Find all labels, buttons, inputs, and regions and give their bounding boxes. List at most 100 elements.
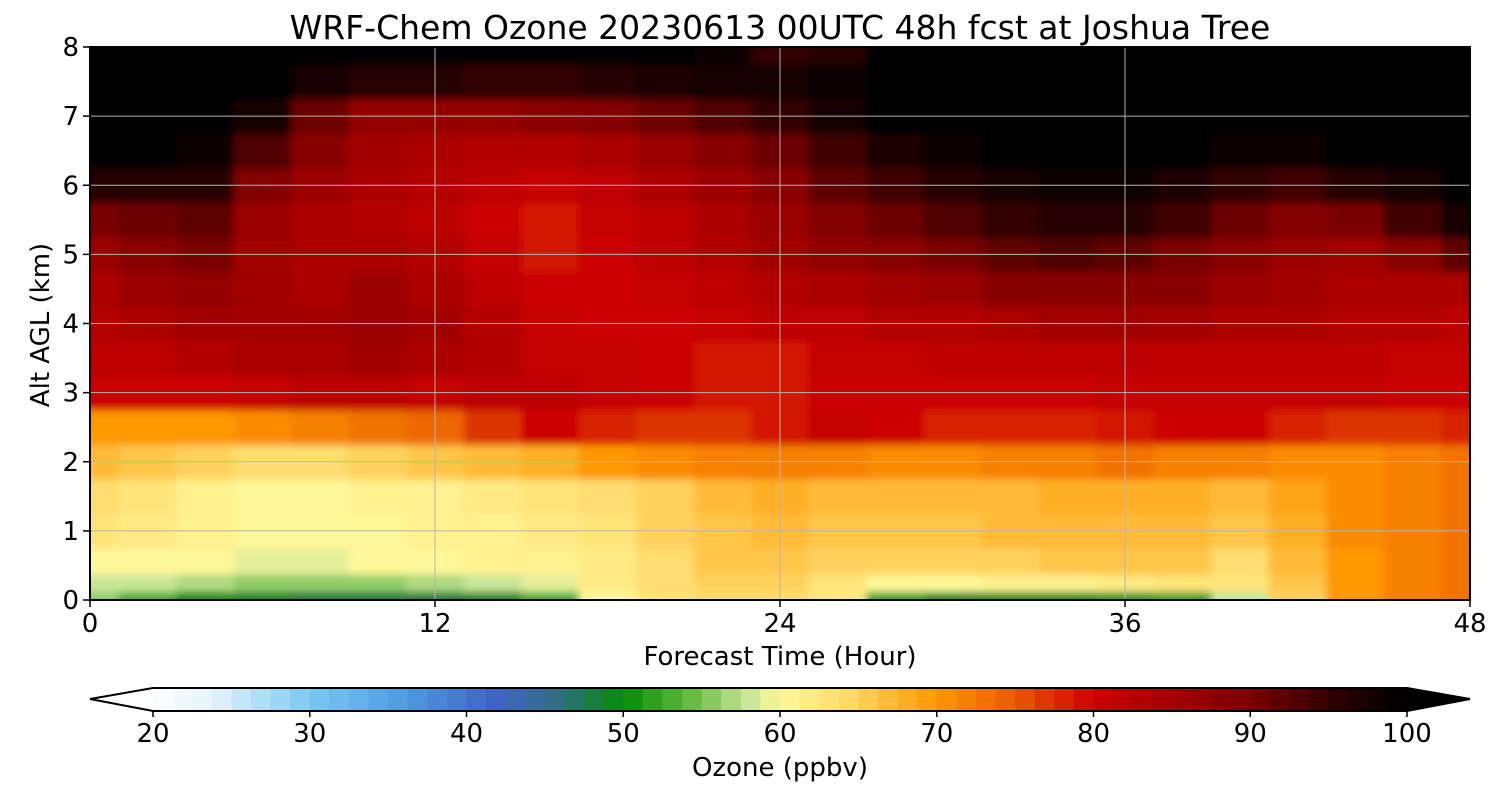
heatmap-cell xyxy=(291,202,350,238)
heatmap-cell xyxy=(233,202,292,238)
heatmap-cell xyxy=(90,479,120,515)
heatmap-cell xyxy=(866,202,925,238)
colorbar-tick-label: 30 xyxy=(293,719,326,749)
heatmap-cell xyxy=(808,271,867,307)
heatmap-cell xyxy=(463,409,522,446)
y-axis-ticks: 0 1 2 3 4 5 6 7 8 xyxy=(62,33,90,616)
colorbar-segment xyxy=(1328,688,1349,711)
heatmap-cell xyxy=(1383,64,1442,100)
heatmap-cell xyxy=(463,574,522,592)
heatmap-cell xyxy=(90,340,120,376)
heatmap-cell xyxy=(1268,409,1327,446)
heatmap-cell xyxy=(176,409,235,446)
heatmap-cell xyxy=(636,271,695,307)
heatmap-cell xyxy=(233,479,292,515)
heatmap-cell xyxy=(578,591,637,600)
heatmap-cell xyxy=(1441,47,1470,65)
colorbar-low-extension xyxy=(90,688,153,711)
colorbar-segment xyxy=(897,688,918,711)
heatmap-cell xyxy=(1441,133,1470,169)
heatmap-cell xyxy=(866,591,925,600)
heatmap-cell xyxy=(1268,202,1327,238)
colorbar-segment xyxy=(348,688,370,711)
heatmap-cell xyxy=(521,133,580,169)
heatmap-cell xyxy=(1153,202,1212,238)
heatmap-cell xyxy=(693,479,752,515)
heatmap-cell xyxy=(521,574,580,592)
heatmap-cell xyxy=(866,574,925,592)
heatmap-cell xyxy=(1268,340,1327,376)
heatmap-cell xyxy=(463,133,522,169)
colorbar-high-extension xyxy=(1407,688,1470,711)
heatmap-cell xyxy=(578,409,637,446)
heatmap-cell xyxy=(693,202,752,238)
heatmap-cell xyxy=(693,409,752,446)
colorbar-segment xyxy=(564,688,585,711)
colorbar-segment xyxy=(819,688,840,711)
heatmap-cell xyxy=(176,591,235,600)
y-tick-label: 5 xyxy=(62,240,79,270)
heatmap-cell xyxy=(233,271,292,307)
colorbar-segments xyxy=(153,688,1408,711)
colorbar-segment xyxy=(995,688,1016,711)
colorbar-segment xyxy=(250,688,272,711)
colorbar-segment xyxy=(799,688,820,711)
heatmap-cell xyxy=(981,591,1040,600)
heatmap-cell xyxy=(693,574,752,592)
colorbar-segment xyxy=(446,688,467,711)
heatmap-cell xyxy=(118,47,177,65)
heatmap-cell xyxy=(1153,340,1212,376)
heatmap-cell xyxy=(1038,479,1097,515)
heatmap-cell xyxy=(1268,271,1327,307)
heatmap-cell xyxy=(1441,340,1470,376)
grid-lines xyxy=(90,47,1470,600)
heatmap-cell xyxy=(578,271,637,307)
heatmap-cell xyxy=(521,340,580,376)
heatmap-cell xyxy=(1326,591,1385,600)
heatmap-cell xyxy=(521,64,580,100)
heatmap-cell xyxy=(1153,591,1212,600)
colorbar-segment xyxy=(642,688,663,711)
colorbar-segment xyxy=(1132,688,1153,711)
colorbar-segment xyxy=(1387,688,1408,711)
heatmap-cell xyxy=(693,64,752,100)
colorbar-segment xyxy=(1034,688,1055,711)
heatmap-cell xyxy=(1326,548,1385,575)
heatmap-cell xyxy=(1326,64,1385,100)
heatmap-cell xyxy=(348,202,407,238)
heatmap-cell xyxy=(923,340,982,376)
colorbar-segment xyxy=(388,688,409,711)
heatmap-cell xyxy=(118,202,177,238)
heatmap-cell xyxy=(1153,271,1212,307)
heatmap-cell xyxy=(1268,64,1327,100)
heatmap-cell xyxy=(1383,574,1442,592)
heatmap-cell xyxy=(1441,271,1470,307)
heatmap-cell xyxy=(463,340,522,376)
heatmap-cell xyxy=(463,47,522,65)
heatmap-cell xyxy=(636,47,695,65)
heatmap-cell xyxy=(463,479,522,515)
x-tick-label: 36 xyxy=(1108,609,1141,639)
colorbar-segment xyxy=(603,688,624,711)
chart-title: WRF-Chem Ozone 20230613 00UTC 48h fcst a… xyxy=(290,8,1271,47)
y-tick-label: 2 xyxy=(62,448,79,478)
heatmap-cell xyxy=(348,47,407,65)
colorbar-segment xyxy=(701,688,722,711)
colorbar-segment xyxy=(153,688,174,711)
colorbar-segment xyxy=(1152,688,1173,711)
heatmap-cell xyxy=(636,202,695,238)
heatmap-cell xyxy=(1038,574,1097,592)
heatmap-cell xyxy=(1211,271,1270,307)
heatmap-cell xyxy=(578,574,637,592)
colorbar-tick-label: 70 xyxy=(920,719,953,749)
heatmap-cell xyxy=(348,64,407,100)
y-tick-label: 4 xyxy=(62,310,79,340)
heatmap-cell xyxy=(1441,64,1470,100)
heatmap-cell xyxy=(693,340,752,376)
heatmap-cell xyxy=(521,479,580,515)
y-tick-label: 1 xyxy=(62,517,79,547)
y-tick-label: 3 xyxy=(62,379,79,409)
heatmap-cell xyxy=(923,271,982,307)
colorbar-segment xyxy=(838,688,859,711)
